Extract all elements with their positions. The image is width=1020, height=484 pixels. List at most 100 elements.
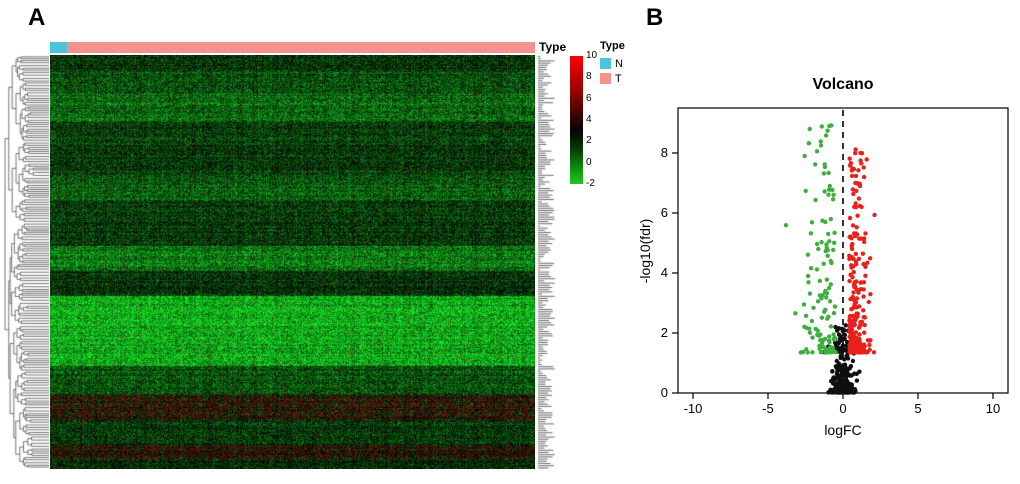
data-point-down-regulated (827, 123, 832, 129)
axis-tick-label: -10 (684, 401, 703, 416)
data-point-up-regulated (856, 168, 861, 173)
data-point-down-regulated (831, 247, 836, 253)
color-scale-tick-label: 4 (586, 114, 592, 125)
data-point-not-significant (838, 347, 843, 352)
data-point-not-significant (852, 371, 857, 376)
volcano-plot: Volcano -10 -5 0 5 10 0 2 4 6 8 logFC -log10(fdr) (637, 76, 1009, 438)
data-point-down-regulated (807, 126, 812, 132)
data-point-up-regulated (872, 212, 877, 218)
data-point-not-significant (843, 323, 848, 328)
data-point-not-significant (836, 361, 841, 366)
data-point-down-regulated (817, 278, 822, 284)
data-point-up-regulated (854, 262, 859, 267)
data-point-up-regulated (848, 321, 853, 326)
data-point-up-regulated (854, 296, 860, 301)
data-point-down-regulated (815, 299, 821, 304)
data-point-up-regulated (861, 287, 866, 292)
data-point-not-significant (852, 390, 857, 395)
data-point-down-regulated (824, 295, 829, 300)
data-point-not-significant (836, 332, 842, 337)
data-point-up-regulated (863, 264, 868, 269)
data-point-up-regulated (861, 315, 866, 320)
data-point-down-regulated (826, 192, 831, 197)
data-point-down-regulated (831, 332, 836, 337)
data-point-down-regulated (805, 350, 810, 355)
type-legend-swatch (600, 73, 611, 85)
data-point-down-regulated (828, 216, 833, 222)
data-point-down-regulated (808, 231, 814, 236)
data-point-down-regulated (816, 246, 821, 252)
data-point-down-regulated (822, 189, 827, 194)
annotation-title: Type (539, 40, 567, 54)
data-point-down-regulated (814, 149, 820, 154)
data-point-down-regulated (827, 187, 832, 192)
data-point-down-regulated (831, 336, 836, 342)
data-point-down-regulated (828, 324, 834, 329)
data-point-down-regulated (819, 296, 824, 301)
panel-a-label: A (28, 4, 46, 31)
data-point-up-regulated (848, 272, 853, 277)
data-point-not-significant (836, 383, 842, 389)
data-point-up-regulated (848, 313, 853, 319)
data-point-down-regulated (825, 128, 830, 133)
data-point-up-regulated (849, 265, 854, 270)
data-point-up-regulated (867, 338, 872, 343)
data-point-up-regulated (854, 188, 859, 193)
data-point-down-regulated (826, 231, 831, 237)
data-point-not-significant (833, 364, 839, 369)
data-point-up-regulated (853, 347, 859, 353)
data-point-up-regulated (850, 350, 855, 355)
color-scale-tick-label: 8 (586, 71, 592, 83)
data-point-not-significant (848, 364, 854, 369)
data-point-not-significant (830, 369, 835, 374)
row-dendrogram (4, 55, 49, 469)
data-point-down-regulated (783, 223, 789, 228)
data-point-not-significant (835, 369, 840, 374)
data-point-up-regulated (864, 157, 869, 162)
data-point-down-regulated (810, 335, 815, 340)
color-scale-tick-label: 6 (586, 92, 592, 104)
data-point-down-regulated (815, 328, 820, 333)
volcano-points (783, 123, 877, 395)
data-point-up-regulated (849, 255, 855, 260)
data-point-not-significant (842, 357, 847, 362)
data-point-up-regulated (849, 236, 854, 241)
data-point-not-significant (835, 342, 840, 348)
data-point-down-regulated (825, 253, 830, 258)
data-point-down-regulated (809, 220, 815, 225)
data-point-down-regulated (810, 350, 815, 355)
data-point-up-regulated (856, 339, 862, 344)
data-point-up-regulated (854, 225, 859, 230)
data-point-up-regulated (858, 280, 864, 285)
axis-tick-label: 5 (914, 401, 921, 416)
data-point-down-regulated (827, 334, 832, 339)
annotation-group-n (50, 42, 67, 53)
data-point-up-regulated (847, 278, 852, 284)
data-point-down-regulated (820, 340, 825, 345)
data-point-up-regulated (853, 150, 858, 156)
data-point-up-regulated (850, 223, 856, 228)
data-point-down-regulated (793, 311, 798, 316)
data-point-down-regulated (818, 139, 823, 144)
data-point-up-regulated (863, 273, 868, 278)
data-point-not-significant (842, 332, 848, 338)
data-point-up-regulated (848, 161, 854, 166)
data-point-down-regulated (833, 349, 838, 355)
axis-tick-label: 4 (661, 265, 668, 280)
data-point-down-regulated (831, 310, 837, 316)
data-point-up-regulated (857, 332, 862, 337)
data-point-up-regulated (862, 344, 867, 349)
data-point-up-regulated (868, 292, 873, 297)
data-point-not-significant (844, 353, 849, 359)
type-legend-item: T (600, 70, 622, 85)
y-axis-label: -log10(fdr) (637, 219, 653, 284)
color-scale-tick-label: 0 (586, 156, 592, 168)
data-point-down-regulated (824, 277, 829, 282)
data-point-up-regulated (854, 279, 859, 284)
data-point-down-regulated (821, 261, 826, 266)
axis-tick-label: 6 (661, 205, 668, 220)
data-point-up-regulated (865, 260, 870, 265)
data-point-down-regulated (813, 197, 818, 203)
data-point-down-regulated (807, 330, 813, 335)
data-point-down-regulated (819, 124, 824, 129)
